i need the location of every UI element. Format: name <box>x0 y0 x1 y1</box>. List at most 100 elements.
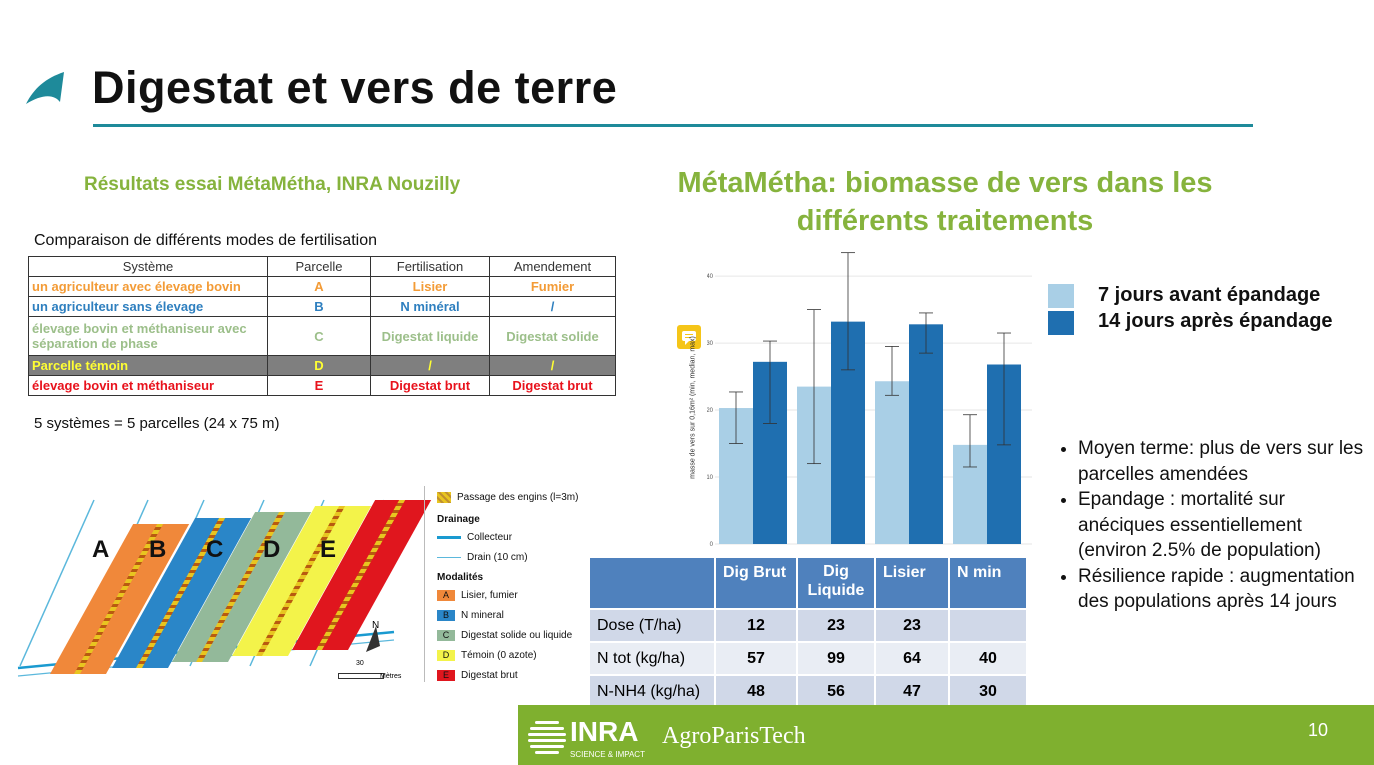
legend-item-label: Témoin (0 azote) <box>461 650 537 661</box>
legend-drain-label: Drain (10 cm) <box>467 552 528 563</box>
dose-row-label: N-NH4 (kg/ha) <box>590 676 714 707</box>
inra-logo-sub: SCIENCE & IMPACT <box>570 750 645 759</box>
systems-cell-fertilisation: N minéral <box>370 296 490 317</box>
dose-cell: 40 <box>950 643 1026 674</box>
inra-logo-text: INRA <box>570 716 639 747</box>
plot-label-b: B <box>149 536 167 563</box>
chart-ylabel: masse de vers sur 0,16m² (min, median, m… <box>689 336 697 479</box>
legend-label-after: 14 jours après épandage <box>1098 310 1333 332</box>
plot-label-c: C <box>206 536 224 563</box>
systems-cell-amendement: Digestat solide <box>489 316 616 356</box>
dose-cell: 30 <box>950 676 1026 707</box>
plot-label-d: D <box>263 536 281 563</box>
y-tick-label: 30 <box>707 341 714 347</box>
systems-cell-systeme: un agriculteur avec élevage bovin <box>28 276 268 297</box>
systems-table-row: Parcelle témoin D / / <box>28 355 616 376</box>
systems-cell-systeme: élevage bovin et méthaniseur avec sépara… <box>28 316 268 356</box>
systems-cell-amendement: Fumier <box>489 276 616 297</box>
bar <box>909 324 943 544</box>
systems-cell-systeme: Parcelle témoin <box>28 355 268 376</box>
dose-table-header: Dig Brut Dig Liquide Lisier N min <box>590 558 1026 608</box>
bullet-item: Epandage : mortalité sur anéciques essen… <box>1078 487 1372 564</box>
north-arrow-icon <box>366 626 380 652</box>
systems-cell-fertilisation: / <box>370 355 490 376</box>
chart-frame: 0 10 20 30 40 <box>706 248 1032 548</box>
systems-cell-fertilisation: Digestat liquide <box>370 316 490 356</box>
systems-cell-parcelle: B <box>267 296 371 317</box>
legend-collecteur: Collecteur <box>437 532 512 543</box>
dose-cell: 47 <box>876 676 948 707</box>
legend-item-swatch: E <box>437 670 455 681</box>
dose-header-n-min: N min <box>950 558 1026 608</box>
legend-swatch-after <box>1048 311 1074 335</box>
legend-item-swatch: D <box>437 650 455 661</box>
dose-cell <box>950 610 1026 641</box>
page-number: 10 <box>1308 720 1329 740</box>
comment-icon[interactable] <box>677 325 701 349</box>
bar <box>875 381 909 544</box>
systems-cell-parcelle: D <box>267 355 371 376</box>
dose-cell: 48 <box>716 676 796 707</box>
y-tick-label: 10 <box>707 475 714 481</box>
dose-header-empty <box>590 558 714 608</box>
bullet-item: Moyen terme: plus de vers sur les parcel… <box>1078 436 1372 487</box>
systems-note: 5 systèmes = 5 parcelles (24 x 75 m) <box>34 415 280 432</box>
comparison-title: Comparaison de différents modes de ferti… <box>34 232 377 249</box>
dose-header-dig-brut: Dig Brut <box>716 558 796 608</box>
systems-table-row: élevage bovin et méthaniseur E Digestat br… <box>28 375 616 396</box>
bullet-list: Moyen terme: plus de vers sur les parcel… <box>1052 436 1372 615</box>
slide-title: Digestat et vers de terre <box>92 62 618 113</box>
systems-cell-parcelle: C <box>267 316 371 356</box>
left-subtitle: Résultats essai MétaMétha, INRA Nouzilly <box>84 174 461 195</box>
systems-table-row: élevage bovin et méthaniseur avec sépara… <box>28 316 616 356</box>
systems-cell-parcelle: E <box>267 375 371 396</box>
map-divider <box>424 486 425 682</box>
dose-cell: 56 <box>798 676 874 707</box>
title-underline <box>93 124 1253 127</box>
dose-header-lisier: Lisier <box>876 558 948 608</box>
bullet-item: Résilience rapide : augmentation des pop… <box>1078 564 1372 615</box>
collecteur-line <box>437 536 461 539</box>
header-parcelle: Parcelle <box>267 256 371 277</box>
dose-cell: 12 <box>716 610 796 641</box>
systems-table: Système Parcelle Fertilisation Amendemen… <box>28 256 616 396</box>
scale-bar <box>338 673 384 679</box>
legend-passage-label: Passage des engins (l=3m) <box>457 492 579 503</box>
legend-passage: Passage des engins (l=3m) <box>437 492 578 503</box>
drain-line <box>437 557 461 558</box>
legend-item-swatch: B <box>437 610 455 621</box>
title-bullet-icon <box>26 72 64 104</box>
systems-cell-systeme: élevage bovin et méthaniseur <box>28 375 268 396</box>
scale-value: 30 <box>356 660 364 667</box>
legend-item-swatch: C <box>437 630 455 641</box>
y-tick-label: 40 <box>707 274 714 280</box>
dose-cell: 57 <box>716 643 796 674</box>
north-label: N <box>372 620 380 631</box>
legend-item-swatch: A <box>437 590 455 601</box>
hatch-swatch <box>437 492 451 503</box>
legend-item: E Digestat brut <box>437 670 518 681</box>
systems-table-row: un agriculteur avec élevage bovin A Lisier… <box>28 276 616 297</box>
legend-drain: Drain (10 cm) <box>437 552 528 563</box>
legend-label-before: 7 jours avant épandage <box>1098 284 1321 306</box>
dose-cell: 23 <box>876 610 948 641</box>
systems-cell-amendement: / <box>489 296 616 317</box>
systems-cell-systeme: un agriculteur sans élevage <box>28 296 268 317</box>
scale-unit: Mètres <box>380 673 402 680</box>
systems-cell-amendement: Digestat brut <box>489 375 616 396</box>
systems-table-row: un agriculteur sans élevage B N minéral / <box>28 296 616 317</box>
systems-cell-fertilisation: Digestat brut <box>370 375 490 396</box>
dose-row-label: Dose (T/ha) <box>590 610 714 641</box>
dose-table: Dig Brut Dig Liquide Lisier N min Dose (… <box>588 556 1028 709</box>
header-systeme: Système <box>28 256 268 277</box>
legend-collecteur-label: Collecteur <box>467 532 513 543</box>
legend-item: A Lisier, fumier <box>437 590 518 601</box>
legend-item-label: Digestat solide ou liquide <box>461 630 573 641</box>
dose-table-row: N-NH4 (kg/ha) 48 56 47 30 <box>590 676 1026 707</box>
header-fertilisation: Fertilisation <box>370 256 490 277</box>
header-amendement: Amendement <box>489 256 616 277</box>
dose-cell: 99 <box>798 643 874 674</box>
chart-legend: 7 jours avant épandage 14 jours après ép… <box>1038 272 1358 342</box>
legend-swatch-before <box>1048 284 1074 308</box>
